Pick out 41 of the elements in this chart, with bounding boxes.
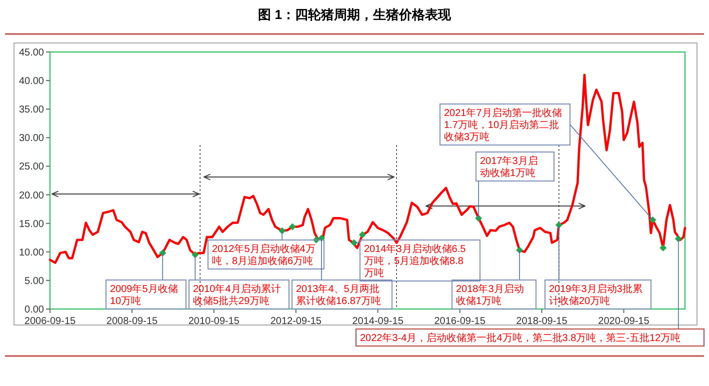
point [192,251,199,258]
y-tick-label: 35.00 [18,104,44,116]
x-tick-label: 2020-09-15 [598,316,650,327]
x-tick-label: 2010-09-15 [188,316,240,327]
annotation: 2017年3月启动收储1万吨 [476,152,554,219]
y-tick-label: 0.00 [24,304,44,316]
x-tick-label: 2014-09-15 [352,316,404,327]
point [660,244,667,252]
annotation: 2018年3月启动收储1万吨 [456,283,524,307]
x-tick-label: 2012-09-15 [270,316,322,327]
x-tick-label: 2018-09-15 [516,316,568,327]
annotation: 2010年4月启动累计收储5批共29万吨 [193,283,281,307]
point [649,216,656,224]
chart-title: 图 1：四轮猪周期，生猪价格表现 [258,7,452,22]
y-tick-label: 45.00 [18,48,44,58]
y-tick-label: 5.00 [24,276,44,287]
point [358,231,366,238]
annotation: 2019年3月启动3批累计收储20万吨 [544,224,652,310]
y-tick-label: 25.00 [18,162,44,173]
y-tick-label: 15.00 [18,218,44,230]
annotation: 2022年3-4月，启动收储第一批4万吨，第二批3.8万吨，第三-五批12万吨 [360,332,681,344]
annotation: 2012年5月启动收储4万吨，8月追加收储6万吨 [212,243,316,267]
annotation: 2014年3月启动收储6.5万吨，5月追加收储8.8万吨 [364,243,466,279]
x-tick-label: 2006-09-15 [24,316,76,327]
annotation: 2019年3月启动3批累计收储20万吨 [549,283,642,307]
annotation: 2017年3月启动收储1万吨 [480,155,538,179]
y-tick-label: 40.00 [18,76,44,88]
x-tick-label: 2016-09-15 [434,316,486,327]
y-tick-label: 10.00 [18,247,44,258]
annotation: 2009年5月收储10万吨 [110,283,178,307]
annotation: 2012年5月启动收储4万吨，8月追加收储6万吨 [208,230,324,270]
point [350,239,358,246]
point [288,223,296,230]
annotation: 2014年3月启动收储6.5万吨，5月追加收储8.8万吨 [354,240,480,282]
annotation: 2013年4、5月两批累计收储16.87万吨 [296,283,382,307]
annotation: 2009年5月收储10万吨 [106,252,186,310]
annotation: 2021年7月启动第一批收储1.7万吨，10月启动第二批收储3万吨 [444,107,562,143]
line-series [48,74,686,264]
y-tick-label: 30.00 [18,133,44,144]
x-tick-label: 2008-09-15 [106,316,158,327]
y-tick-label: 20.00 [18,190,44,202]
